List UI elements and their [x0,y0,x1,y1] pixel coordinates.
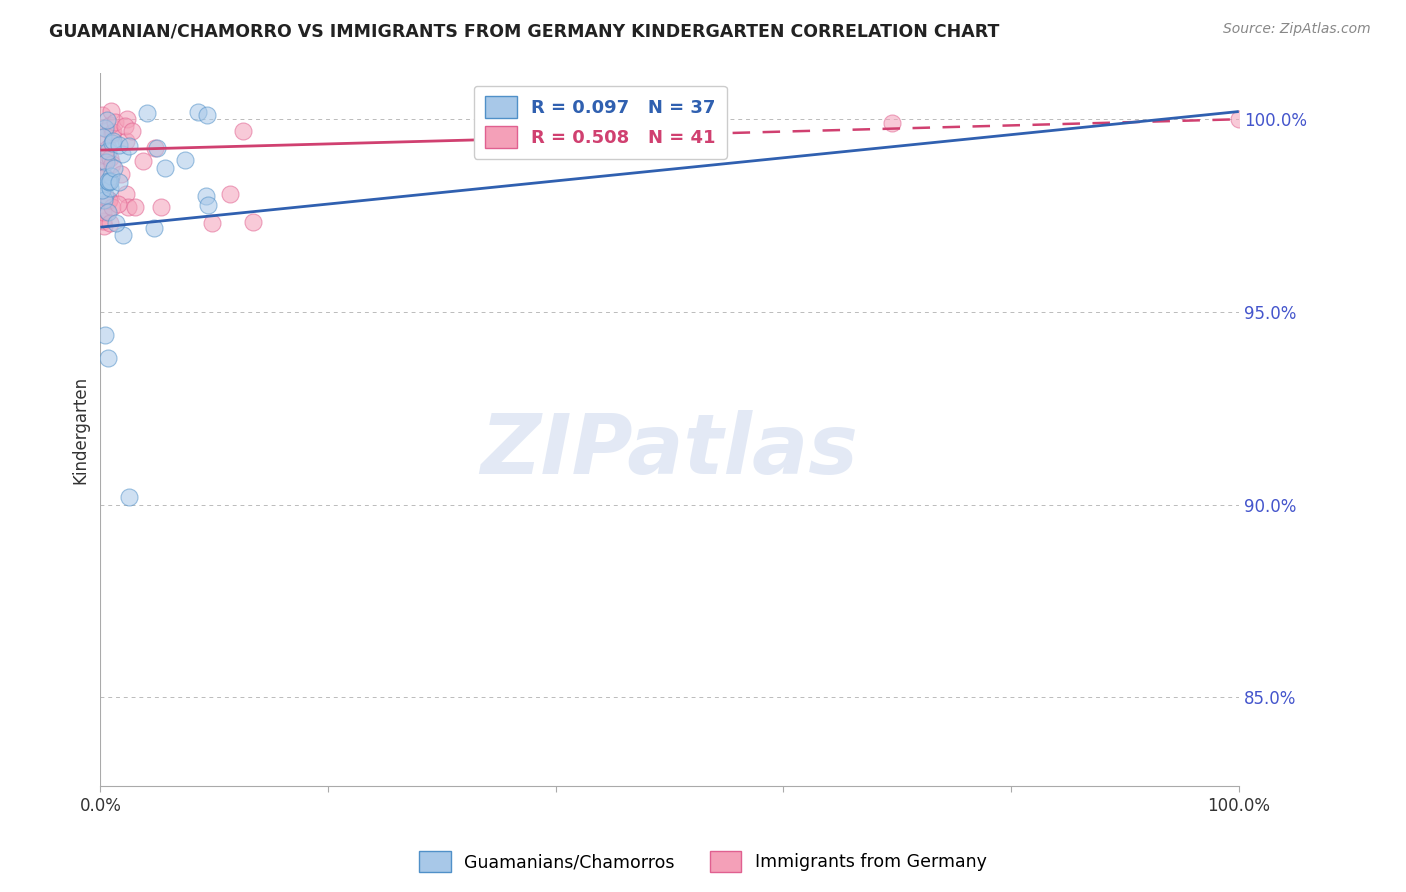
Point [94,121,117,136]
Point [132,154,155,169]
Point [98,175,121,189]
Point [91,205,114,219]
Point [107,196,129,211]
Point [101,127,124,141]
Point [93,193,115,207]
Point [114,119,136,133]
Point [101,125,124,139]
Point [93,130,115,145]
Point [124,200,146,214]
Point [93,155,115,169]
Point [94,169,117,184]
Point [96,112,118,127]
Point [103,161,125,176]
Point [94,129,117,144]
Point [100,103,122,118]
Point [100,169,122,184]
Point [97,174,120,188]
Point [118,490,141,504]
Point [98,152,121,166]
Point [98,118,121,132]
Point [101,136,124,151]
Text: GUAMANIAN/CHAMORRO VS IMMIGRANTS FROM GERMANY KINDERGARTEN CORRELATION CHART: GUAMANIAN/CHAMORRO VS IMMIGRANTS FROM GE… [49,22,1000,40]
Point [880,116,903,130]
Point [174,153,197,167]
Point [103,134,125,148]
Point [194,188,217,202]
Point [97,145,120,159]
Point [94,155,117,169]
Point [101,156,124,170]
Point [142,221,165,235]
Point [143,141,166,155]
Point [150,201,173,215]
Point [96,204,118,219]
Legend: R = 0.097   N = 37, R = 0.508   N = 41: R = 0.097 N = 37, R = 0.508 N = 41 [474,86,727,159]
Point [195,108,218,122]
Point [242,215,264,229]
Point [98,194,121,208]
Point [187,105,209,120]
Point [97,193,120,207]
Point [97,351,120,366]
Point [146,141,169,155]
Point [219,186,242,201]
Point [98,181,121,195]
Y-axis label: Kindergarten: Kindergarten [72,376,89,483]
Point [90,181,112,195]
Point [201,216,224,230]
Point [93,121,115,136]
Point [108,137,131,152]
Text: Source: ZipAtlas.com: Source: ZipAtlas.com [1223,22,1371,37]
Point [91,165,114,179]
Point [118,139,141,153]
Point [94,188,117,202]
Point [91,213,114,227]
Point [98,174,121,188]
Point [108,175,131,189]
Point [153,161,176,176]
Point [90,183,112,197]
Point [98,216,121,230]
Point [1227,112,1250,127]
Legend: Guamanians/Chamorros, Immigrants from Germany: Guamanians/Chamorros, Immigrants from Ge… [412,844,994,879]
Point [97,205,120,219]
Point [111,147,134,161]
Text: ZIPatlas: ZIPatlas [481,410,859,491]
Point [115,112,138,126]
Point [121,123,143,137]
Point [110,168,132,182]
Point [101,200,124,214]
Point [111,227,134,242]
Point [93,219,115,234]
Point [105,216,128,230]
Point [117,200,139,214]
Point [114,134,136,148]
Point [232,123,254,137]
Point [97,141,120,155]
Point [115,187,138,202]
Point [91,108,114,122]
Point [94,147,117,161]
Point [197,198,219,212]
Point [94,328,117,343]
Point [93,170,115,185]
Point [136,106,159,120]
Point [104,115,127,129]
